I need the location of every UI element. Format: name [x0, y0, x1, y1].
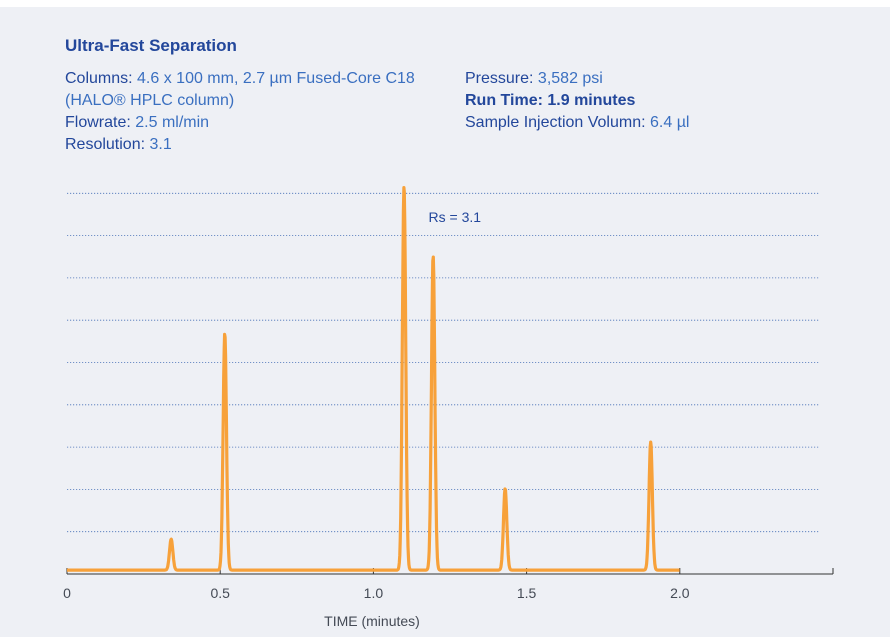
x-tick-label: 2.0 [670, 585, 690, 601]
injection-value: 6.4 µl [650, 114, 690, 131]
pressure-label: Pressure: [465, 70, 534, 87]
gridlines [67, 192, 820, 533]
x-axis: 0 0.5 1.0 1.5 2.0 [63, 568, 834, 601]
x-tick-label: 0 [63, 585, 71, 601]
flowrate-line: Flowrate: 2.5 ml/min [65, 112, 425, 134]
resolution-label: Resolution: [65, 136, 146, 153]
x-tick-label: 1.5 [517, 585, 537, 601]
columns-label: Columns: [65, 70, 133, 87]
method-info-right: Pressure: 3,582 psi Run Time: 1.9 minute… [465, 68, 825, 134]
flowrate-value: 2.5 ml/min [135, 114, 210, 131]
trace-group [65, 186, 681, 572]
x-tick-label: 0.5 [210, 585, 230, 601]
injection-line: Sample Injection Volumn: 6.4 µl [465, 112, 825, 134]
resolution-annotation: Rs = 3.1 [429, 209, 482, 225]
resolution-line: Resolution: 3.1 [65, 134, 425, 156]
method-info-left: Columns: 4.6 x 100 mm, 2.7 µm Fused-Core… [65, 68, 425, 156]
chart-title: Ultra-Fast Separation [65, 36, 237, 55]
pressure-value: 3,582 psi [537, 70, 603, 87]
x-axis-title: TIME (minutes) [324, 613, 420, 629]
injection-label: Sample Injection Volumn: [465, 114, 646, 131]
pressure-line: Pressure: 3,582 psi [465, 68, 825, 90]
annotations: Rs = 3.1 [429, 209, 482, 225]
x-tick-label: 1.0 [364, 585, 384, 601]
resolution-value: 3.1 [149, 136, 172, 153]
run-time: Run Time: 1.9 minutes [465, 92, 636, 109]
chromatogram-trace [65, 186, 681, 572]
flowrate-label: Flowrate: [65, 114, 131, 131]
columns-line: Columns: 4.6 x 100 mm, 2.7 µm Fused-Core… [65, 68, 425, 112]
columns-value: 4.6 x 100 mm, 2.7 µm Fused-Core C18 (HAL… [65, 70, 415, 109]
